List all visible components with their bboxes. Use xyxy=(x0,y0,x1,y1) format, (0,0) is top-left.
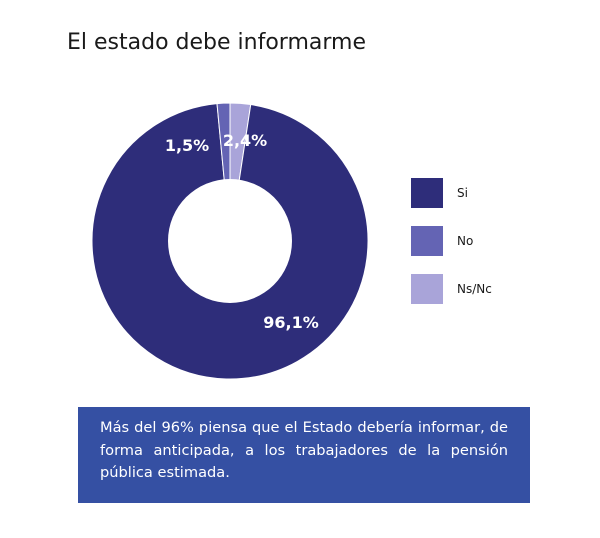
summary-note: Más del 96% piensa que el Estado debería… xyxy=(78,407,530,503)
donut-hole xyxy=(168,179,292,303)
legend-label-nsnc: Ns/Nc xyxy=(457,282,492,296)
legend-label-si: Si xyxy=(457,186,468,200)
chart-title: El estado debe informarme xyxy=(67,30,366,55)
legend-swatch-nsnc xyxy=(411,274,443,304)
legend-item-nsnc: Ns/Nc xyxy=(411,274,531,304)
summary-note-text: Más del 96% piensa que el Estado debería… xyxy=(100,419,508,481)
legend-swatch-si xyxy=(411,178,443,208)
legend-item-si: Si xyxy=(411,178,531,208)
data-label-nsnc: 2,4% xyxy=(223,131,267,150)
legend-swatch-no xyxy=(411,226,443,256)
legend-item-no: No xyxy=(411,226,531,256)
legend-label-no: No xyxy=(457,234,474,248)
data-label-no: 1,5% xyxy=(165,136,209,155)
data-label-si: 96,1% xyxy=(263,313,319,332)
